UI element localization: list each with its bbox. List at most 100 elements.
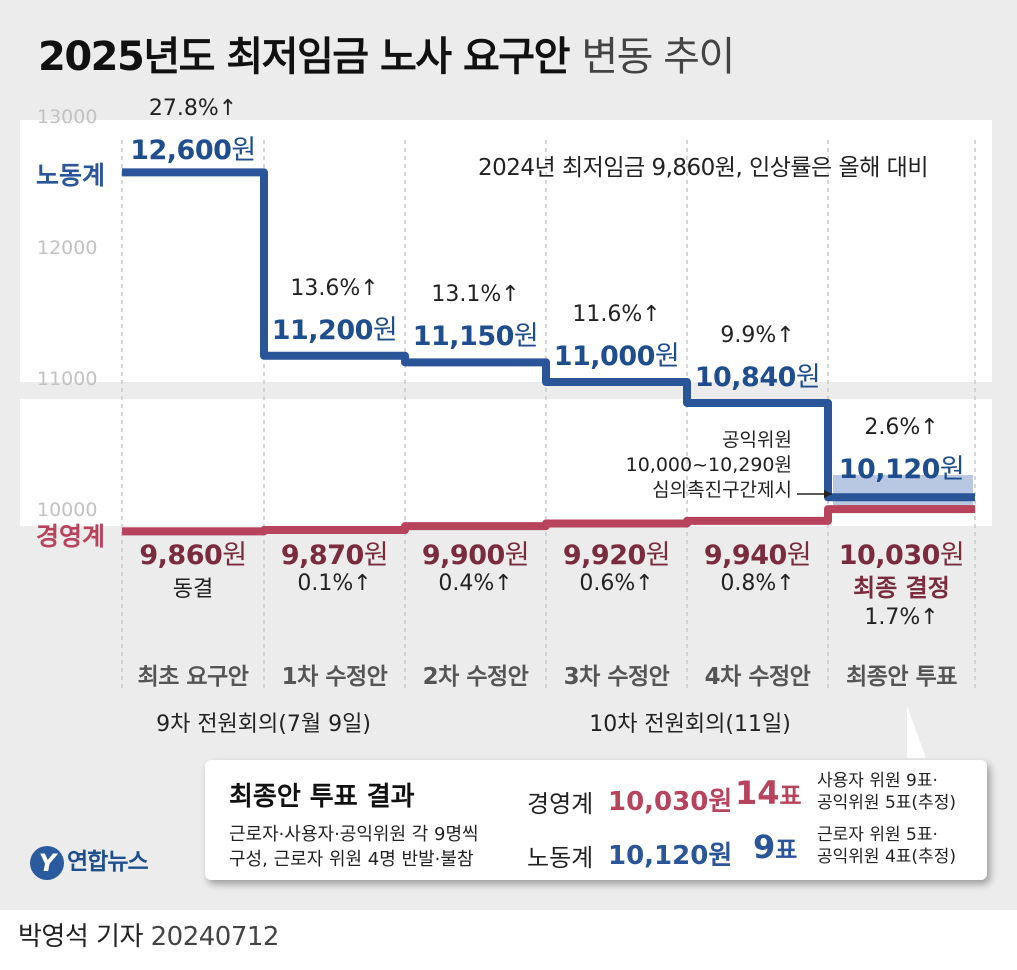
- labor-value-label: 11,150원: [413, 314, 539, 353]
- logo-text: 연합뉴스: [67, 849, 149, 875]
- result-row-note-line: 공익위원 5표(추정): [817, 793, 956, 813]
- value-number: 9,920: [562, 540, 646, 571]
- annotation-line: 10,000~10,290원: [625, 454, 792, 476]
- labor-pct-label: 27.8%↑: [148, 96, 238, 122]
- value-unit: 원: [786, 540, 812, 571]
- stage-label: 4차 수정안: [704, 664, 811, 690]
- result-row-value: 10,030원: [608, 787, 733, 817]
- management-pct-label: 0.1%↑: [297, 571, 372, 596]
- votes-unit: 표: [779, 782, 802, 810]
- yonhap-logo-icon: Y: [30, 845, 64, 880]
- reporter: 박영석 기자: [18, 922, 143, 952]
- byline: 박영석 기자 20240712: [18, 916, 279, 953]
- result-row-name: 노동계: [527, 844, 594, 872]
- labor-value-label: 12,600원: [130, 128, 256, 167]
- result-row-note-line: 근로자 위원 5표·: [817, 825, 938, 845]
- chart-stage: 13000 12000 11000 10000 노동계 경영계 27.8%↑ 12,600원 1…: [0, 0, 1017, 910]
- y-tick-label: 11000: [37, 368, 98, 390]
- stage-label: 최초 요구안: [137, 664, 249, 690]
- management-value-label: 9,860원: [139, 533, 247, 572]
- result-row-note-line: 사용자 위원 9표·: [817, 771, 938, 791]
- value-number: 10,030: [838, 540, 941, 571]
- labor-pct-label: 11.6%↑: [572, 302, 661, 327]
- stage-label: 3차 수정안: [563, 664, 670, 690]
- management-value-label: 9,920원: [562, 533, 671, 572]
- value-number: 10,120: [838, 454, 941, 486]
- labor-pct-label: 9.9%↑: [720, 322, 795, 348]
- value-number: 11,000: [553, 341, 656, 372]
- result-row-votes: 14표: [735, 774, 802, 812]
- labor-value-label: 10,840원: [695, 355, 821, 394]
- value-unit: 원: [939, 454, 965, 486]
- result-box-title: 최종안 투표 결과: [229, 782, 415, 812]
- step-chart: [20, 120, 992, 758]
- votes-unit: 표: [775, 836, 798, 864]
- labor-pct-label: 2.6%↑: [864, 415, 939, 441]
- value-unit: 원: [654, 341, 680, 372]
- annotation-line: 공익위원: [722, 429, 792, 451]
- chart-labels: 13000 12000 11000 10000 노동계 경영계 27.8%↑ 12,600원 1…: [36, 96, 965, 737]
- result-box-desc-line: 구성, 근로자 위원 4명 반발·불참: [229, 849, 474, 870]
- annotation-line: 심의촉진구간제시: [652, 479, 792, 501]
- management-value-label: 9,870원: [280, 533, 389, 572]
- management-pct-label: 0.8%↑: [720, 571, 795, 596]
- labor-value-label: 11,200원: [272, 308, 398, 347]
- stage-label: 1차 수정안: [281, 664, 388, 690]
- chart-note: 2024년 최저임금 9,860원, 인상률은 올해 대비: [478, 155, 928, 181]
- labor-series-name: 노동계: [36, 161, 106, 191]
- page-title: 2025년도 최저임금 노사 요구안 변동 추이: [38, 24, 735, 82]
- value-number: 11,200: [271, 314, 374, 346]
- value-unit: 원: [795, 361, 821, 393]
- management-pct-label: 0.6%↑: [579, 571, 654, 596]
- result-row-note: 사용자 위원 9표· 공익위원 5표(추정): [817, 770, 956, 814]
- labor-value-label: 10,120원: [839, 447, 965, 486]
- labor-series-line: [122, 168, 975, 502]
- title-main: 2025년도 최저임금 노사 요구안: [38, 34, 570, 80]
- value-number: 9,900: [421, 540, 505, 571]
- result-row-value: 10,120원: [608, 841, 733, 871]
- final-decision-label: 최종 결정: [853, 574, 950, 602]
- value-number: 9,940: [703, 540, 787, 571]
- management-series-line: [122, 505, 975, 536]
- management-pct-label: 동결: [172, 577, 214, 602]
- labor-pct-label: 13.6%↑: [290, 275, 379, 301]
- votes-number: 9: [753, 828, 776, 866]
- management-pct-label: 0.4%↑: [438, 571, 513, 596]
- result-row-note-line: 공익위원 4표(추정): [817, 847, 956, 867]
- title-sub: 변동 추이: [581, 34, 735, 80]
- result-box-desc-line: 근로자·사용자·공익위원 각 9명씩: [229, 824, 479, 845]
- value-unit: 원: [363, 540, 389, 571]
- yonhap-logo: Y 연합뉴스: [30, 842, 149, 880]
- meeting-label: 9차 전원회의(7월 9일): [156, 712, 371, 737]
- stage-label: 최종안 투표: [846, 664, 957, 690]
- value-unit: 원: [513, 321, 539, 353]
- value-number: 9,870: [280, 540, 364, 571]
- labor-pct-label: 13.1%↑: [431, 282, 520, 308]
- management-value-label: 9,900원: [421, 533, 530, 572]
- byline-date: 20240712: [150, 922, 280, 952]
- result-row-name: 경영계: [527, 790, 594, 818]
- y-tick-label: 13000: [37, 106, 98, 128]
- result-row-votes: 9표: [753, 828, 797, 866]
- result-box: 최종안 투표 결과 근로자·사용자·공익위원 각 9명씩 구성, 근로자 위원 …: [205, 760, 987, 880]
- value-unit: 원: [939, 540, 965, 571]
- value-number: 11,150: [412, 321, 515, 353]
- result-box-desc: 근로자·사용자·공익위원 각 9명씩 구성, 근로자 위원 4명 반발·불참: [229, 822, 479, 872]
- management-value-label: 10,030원: [839, 533, 965, 572]
- value-unit: 원: [645, 540, 671, 571]
- y-tick-label: 12000: [37, 237, 98, 259]
- value-number: 10,840: [694, 361, 797, 393]
- management-pct-label: 1.7%↑: [864, 605, 939, 630]
- stage-label: 2차 수정안: [422, 664, 529, 690]
- labor-value-label: 11,000원: [554, 334, 680, 373]
- value-unit: 원: [372, 314, 398, 346]
- value-number: 9,860: [139, 540, 223, 571]
- votes-number: 14: [735, 774, 780, 812]
- result-row-note: 근로자 위원 5표· 공익위원 4표(추정): [817, 824, 956, 868]
- value-unit: 원: [222, 540, 247, 571]
- value-unit: 원: [504, 540, 530, 571]
- y-tick-label: 10000: [37, 499, 98, 521]
- management-value-label: 9,940원: [703, 533, 812, 572]
- callout-pointer: [907, 706, 926, 758]
